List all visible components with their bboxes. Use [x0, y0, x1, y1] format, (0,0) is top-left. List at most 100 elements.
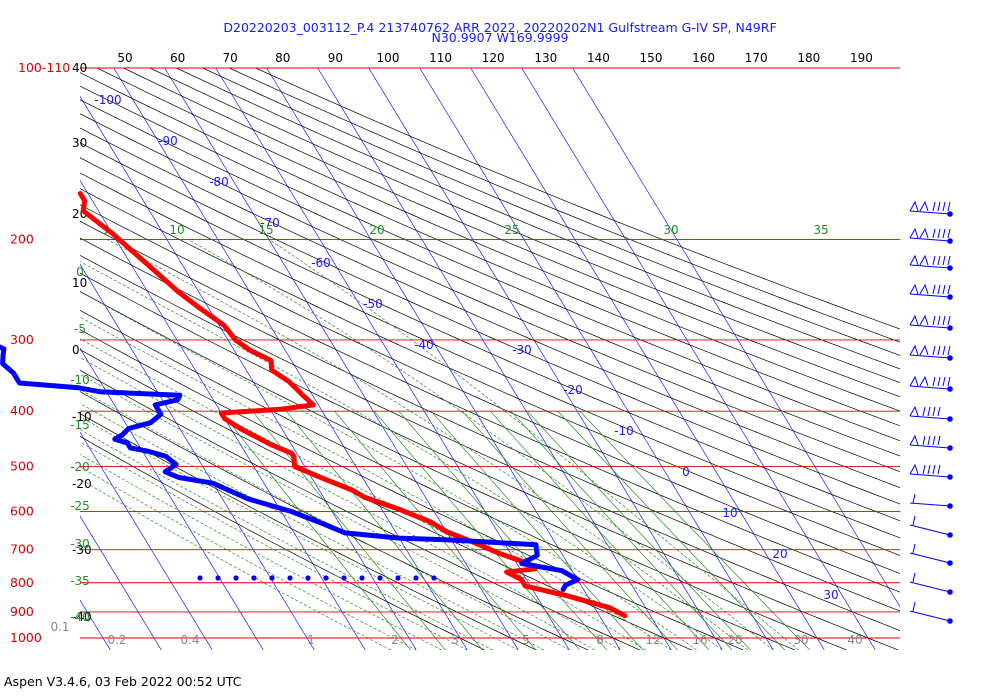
wind-barb-staff	[909, 293, 951, 298]
top-axis-tick: 80	[275, 51, 290, 65]
wind-barb-tick	[927, 406, 931, 417]
dry-adiabat	[80, 220, 900, 593]
pressure-label: 1000	[10, 630, 42, 645]
isotherm-line	[0, 68, 59, 650]
moist-adiabat	[80, 441, 468, 650]
dry-adiabat	[80, 142, 900, 505]
wind-barb-staff	[909, 324, 951, 329]
moist-adiabat-label: -20	[70, 460, 90, 474]
wind-barb-flag	[909, 314, 919, 326]
wind-barb-tick	[947, 201, 951, 212]
pressure-label: 800	[10, 575, 34, 590]
mixing-ratio-line	[220, 410, 411, 650]
mixing-ratio-label: 2	[391, 633, 399, 647]
mixing-ratio-label: 0.4	[180, 633, 199, 647]
dry-adiabat	[80, 413, 537, 650]
dewpoint-dot	[305, 575, 311, 581]
wind-barb-flag	[919, 283, 929, 295]
moist-adiabat	[80, 291, 698, 650]
wind-barb-tick	[947, 315, 951, 326]
wind-barb	[909, 493, 953, 509]
wind-barb-tick	[932, 464, 936, 475]
wind-barb-flag	[909, 434, 919, 446]
moist-adiabat-label: -40	[70, 610, 90, 624]
wind-barb-tick	[922, 464, 926, 475]
moist-adiabat	[80, 402, 544, 650]
mixing-ratio-label: 3	[451, 633, 459, 647]
moist-adiabat	[80, 429, 493, 650]
isotherm-line	[572, 68, 900, 608]
top-axis-tick: 100	[377, 51, 400, 65]
top-axis-tick: 160	[692, 51, 715, 65]
dewpoint-dot	[269, 575, 275, 581]
wind-barb	[909, 572, 953, 595]
wind-barb-flag	[919, 344, 929, 356]
wind-barb-flag	[919, 375, 929, 387]
wind-barb-tick	[937, 376, 941, 387]
wind-barb	[909, 283, 953, 300]
dewpoint-dot	[287, 575, 293, 581]
dry-adiabat	[80, 309, 796, 650]
isotherm-label: -40	[414, 338, 434, 352]
mixing-ratio-label: 12	[645, 633, 660, 647]
wind-barb	[909, 375, 953, 392]
isotherm-label: -60	[311, 256, 331, 270]
moist-adiabat	[188, 239, 774, 650]
dry-adiabat	[80, 113, 900, 473]
isotherm-label: 0	[682, 465, 690, 479]
altitude-label: 40	[72, 61, 87, 75]
adiabat-label: 15	[258, 223, 273, 237]
wind-barb-tick	[932, 201, 936, 212]
top-axis-tick: 190	[850, 51, 873, 65]
top-axis-tick: 130	[534, 51, 557, 65]
wind-barb	[909, 254, 953, 271]
wind-barb-staff	[909, 502, 951, 507]
top-axis-tick: 170	[745, 51, 768, 65]
mixing-ratio-line	[374, 410, 581, 650]
altitude-label: 30	[72, 136, 87, 150]
pressure-label: 300	[10, 332, 34, 347]
altitude-label: 0	[72, 343, 80, 357]
dry-adiabat	[202, 68, 900, 356]
wind-barb-flag	[909, 283, 919, 295]
dry-adiabat	[80, 188, 900, 556]
isotherm-line	[470, 68, 825, 650]
isotherm-label: -80	[209, 175, 229, 189]
wind-barb	[909, 344, 953, 361]
top-axis-tick: 120	[482, 51, 505, 65]
wind-barb-staff	[909, 524, 951, 536]
wind-barb-tick	[947, 255, 951, 266]
wind-barb-tick	[912, 543, 916, 554]
dry-adiabat	[80, 349, 692, 650]
mixing-ratio-line	[334, 410, 537, 650]
wind-barb-staff	[909, 210, 951, 215]
adiabat-label: 10	[169, 223, 184, 237]
wind-barb	[909, 200, 953, 217]
dewpoint-dot	[197, 575, 203, 581]
wind-barb-tick	[942, 201, 946, 212]
altitude-label: -10	[72, 410, 92, 424]
dry-adiabat	[80, 391, 589, 650]
wind-barb-flag	[919, 254, 929, 266]
dry-adiabat	[80, 157, 900, 522]
wind-barb-tick	[942, 315, 946, 326]
wind-barb-flag	[909, 344, 919, 356]
wind-barb-tick	[942, 228, 946, 239]
moist-adiabat	[80, 316, 672, 650]
isotherm-line	[80, 263, 315, 650]
wind-barb	[909, 515, 953, 538]
moist-adiabat-label: -15	[70, 418, 90, 432]
isotherm-line	[80, 599, 111, 650]
dewpoint-trace	[0, 344, 581, 592]
wind-barb-staff	[909, 552, 951, 564]
dewpoint-dot	[377, 575, 383, 581]
isotherm-label: -30	[512, 343, 532, 357]
isotherm-label: 20	[772, 547, 787, 561]
wind-barb-tick	[937, 345, 941, 356]
wind-barb-tick	[927, 464, 931, 475]
isotherm-label: -20	[563, 383, 583, 397]
pressure-label: 200	[10, 232, 34, 247]
dry-adiabat	[80, 127, 900, 489]
wind-barb	[909, 601, 953, 624]
